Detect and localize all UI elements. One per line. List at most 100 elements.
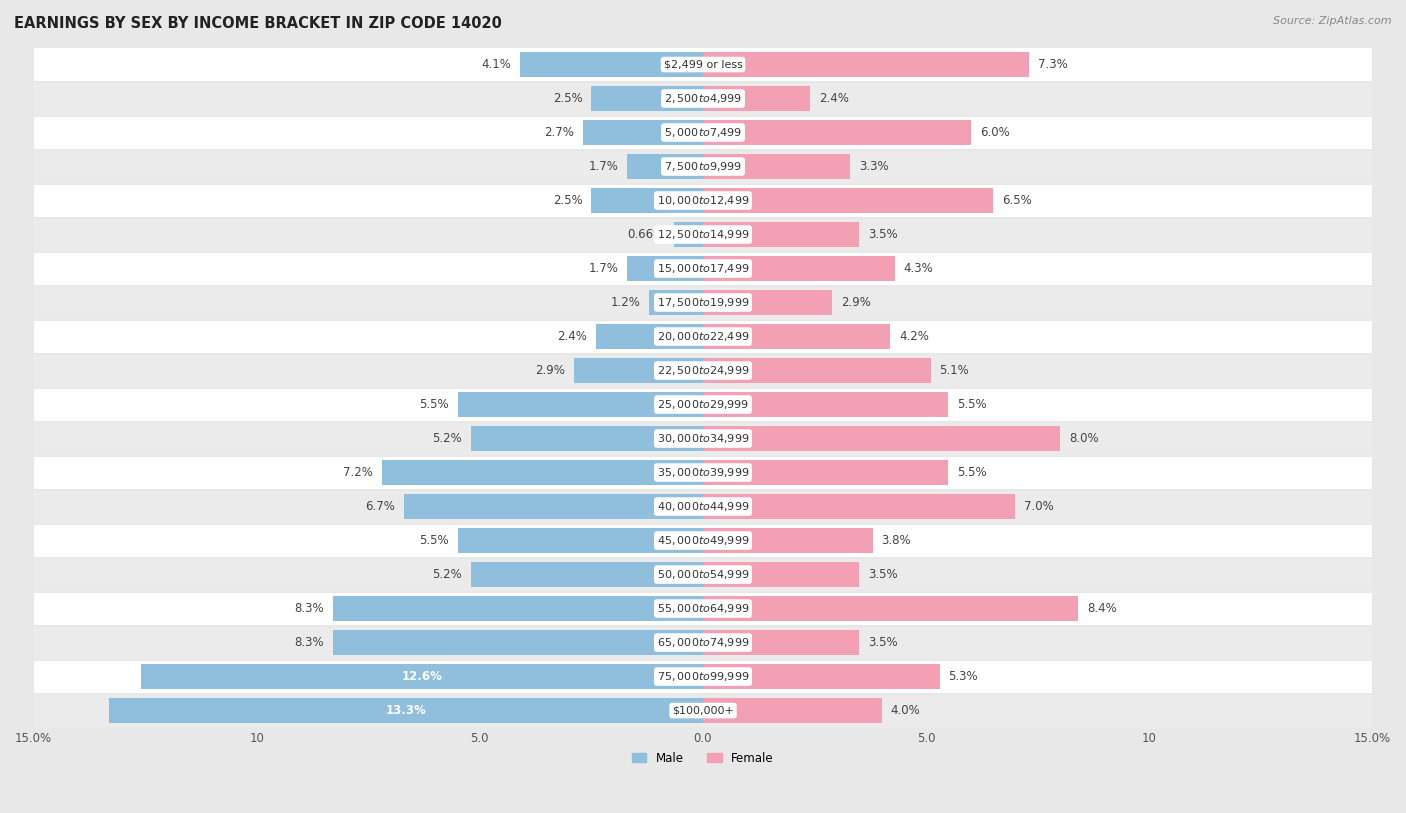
Text: 4.2%: 4.2%	[900, 330, 929, 343]
Text: 5.5%: 5.5%	[419, 534, 449, 547]
Text: $7,500 to $9,999: $7,500 to $9,999	[664, 160, 742, 173]
Text: $2,500 to $4,999: $2,500 to $4,999	[664, 92, 742, 105]
Text: $35,000 to $39,999: $35,000 to $39,999	[657, 466, 749, 479]
Bar	[650, 290, 703, 315]
Bar	[703, 528, 873, 553]
Bar	[703, 596, 1078, 621]
Text: 5.5%: 5.5%	[957, 398, 987, 411]
Text: 0.66%: 0.66%	[627, 228, 665, 241]
Bar	[520, 52, 703, 76]
Text: 3.5%: 3.5%	[868, 228, 898, 241]
Bar	[34, 558, 1372, 592]
Bar	[333, 630, 703, 654]
Text: 4.1%: 4.1%	[481, 58, 512, 71]
Text: $30,000 to $34,999: $30,000 to $34,999	[657, 432, 749, 445]
Text: 13.3%: 13.3%	[385, 704, 426, 717]
Text: 4.3%: 4.3%	[904, 262, 934, 275]
Text: 6.0%: 6.0%	[980, 126, 1010, 139]
Bar	[34, 388, 1372, 422]
Text: 3.8%: 3.8%	[882, 534, 911, 547]
Text: 7.2%: 7.2%	[343, 466, 373, 479]
Bar	[703, 630, 859, 654]
Bar	[703, 290, 832, 315]
Bar	[703, 324, 890, 349]
Text: $45,000 to $49,999: $45,000 to $49,999	[657, 534, 749, 547]
Bar	[703, 698, 882, 723]
Text: 2.9%: 2.9%	[534, 364, 565, 377]
Text: $15,000 to $17,499: $15,000 to $17,499	[657, 262, 749, 275]
Text: $10,000 to $12,499: $10,000 to $12,499	[657, 194, 749, 207]
Bar	[471, 426, 703, 450]
Bar	[471, 563, 703, 587]
Bar	[592, 189, 703, 213]
Text: 5.5%: 5.5%	[957, 466, 987, 479]
Bar	[703, 154, 851, 179]
Legend: Male, Female: Male, Female	[627, 747, 779, 769]
Text: 3.5%: 3.5%	[868, 636, 898, 649]
Text: 6.5%: 6.5%	[1002, 194, 1032, 207]
Bar	[34, 285, 1372, 320]
Text: 5.1%: 5.1%	[939, 364, 969, 377]
Bar	[34, 489, 1372, 524]
Bar	[703, 86, 810, 111]
Bar	[703, 189, 993, 213]
Bar	[34, 320, 1372, 354]
Bar	[592, 86, 703, 111]
Text: 2.4%: 2.4%	[820, 92, 849, 105]
Bar	[574, 359, 703, 383]
Bar	[34, 354, 1372, 388]
Bar	[34, 422, 1372, 455]
Bar	[34, 47, 1372, 81]
Text: 8.4%: 8.4%	[1087, 602, 1116, 615]
Bar	[34, 659, 1372, 693]
Bar	[404, 494, 703, 519]
Text: $40,000 to $44,999: $40,000 to $44,999	[657, 500, 749, 513]
Bar	[703, 426, 1060, 450]
Text: 8.3%: 8.3%	[294, 636, 323, 649]
Bar	[673, 222, 703, 247]
Text: 1.7%: 1.7%	[588, 160, 619, 173]
Text: 5.3%: 5.3%	[949, 670, 979, 683]
Bar	[627, 256, 703, 280]
Text: 5.2%: 5.2%	[432, 568, 463, 581]
Bar	[703, 494, 1015, 519]
Bar	[34, 524, 1372, 558]
Text: 2.5%: 2.5%	[553, 92, 582, 105]
Bar	[703, 664, 939, 689]
Text: 8.3%: 8.3%	[294, 602, 323, 615]
Text: $17,500 to $19,999: $17,500 to $19,999	[657, 296, 749, 309]
Bar	[457, 393, 703, 417]
Bar	[110, 698, 703, 723]
Bar	[703, 120, 970, 145]
Text: 6.7%: 6.7%	[366, 500, 395, 513]
Text: $50,000 to $54,999: $50,000 to $54,999	[657, 568, 749, 581]
Text: $65,000 to $74,999: $65,000 to $74,999	[657, 636, 749, 649]
Text: 2.5%: 2.5%	[553, 194, 582, 207]
Text: $22,500 to $24,999: $22,500 to $24,999	[657, 364, 749, 377]
Text: 12.6%: 12.6%	[401, 670, 443, 683]
Bar	[34, 625, 1372, 659]
Bar	[703, 563, 859, 587]
Text: $100,000+: $100,000+	[672, 706, 734, 715]
Bar	[333, 596, 703, 621]
Bar	[34, 455, 1372, 489]
Bar	[703, 256, 894, 280]
Bar	[381, 460, 703, 485]
Text: EARNINGS BY SEX BY INCOME BRACKET IN ZIP CODE 14020: EARNINGS BY SEX BY INCOME BRACKET IN ZIP…	[14, 16, 502, 31]
Text: 5.2%: 5.2%	[432, 432, 463, 445]
Text: 1.7%: 1.7%	[588, 262, 619, 275]
Text: 2.7%: 2.7%	[544, 126, 574, 139]
Text: 4.0%: 4.0%	[890, 704, 920, 717]
Bar	[703, 52, 1029, 76]
Bar	[34, 251, 1372, 285]
Bar	[34, 150, 1372, 184]
Bar	[703, 359, 931, 383]
Text: $2,499 or less: $2,499 or less	[664, 59, 742, 70]
Bar	[703, 393, 949, 417]
Text: $20,000 to $22,499: $20,000 to $22,499	[657, 330, 749, 343]
Text: 3.5%: 3.5%	[868, 568, 898, 581]
Text: $25,000 to $29,999: $25,000 to $29,999	[657, 398, 749, 411]
Text: 3.3%: 3.3%	[859, 160, 889, 173]
Text: 8.0%: 8.0%	[1069, 432, 1098, 445]
Text: 7.0%: 7.0%	[1025, 500, 1054, 513]
